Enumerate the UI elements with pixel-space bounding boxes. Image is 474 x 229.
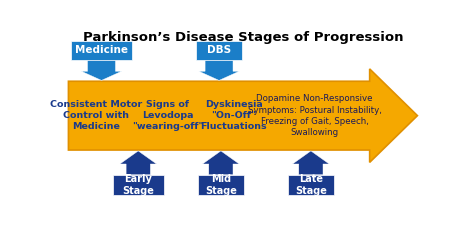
Polygon shape xyxy=(292,151,329,175)
Text: Signs of
Levodopa
"wearing-off": Signs of Levodopa "wearing-off" xyxy=(132,100,203,131)
Text: Dyskinesia
"On-Off"
Fluctuations: Dyskinesia "On-Off" Fluctuations xyxy=(201,100,267,131)
Text: Late
Stage: Late Stage xyxy=(295,174,327,196)
Polygon shape xyxy=(68,69,418,162)
Text: Mid
Stage: Mid Stage xyxy=(205,174,237,196)
FancyBboxPatch shape xyxy=(112,175,164,195)
Text: Consistent Motor
Control with
Medicine: Consistent Motor Control with Medicine xyxy=(50,100,142,131)
Polygon shape xyxy=(120,151,156,175)
Polygon shape xyxy=(199,60,239,80)
Text: Medicine: Medicine xyxy=(75,45,128,55)
Text: Parkinson’s Disease Stages of Progression: Parkinson’s Disease Stages of Progressio… xyxy=(82,31,403,44)
FancyBboxPatch shape xyxy=(71,41,132,60)
FancyBboxPatch shape xyxy=(198,175,244,195)
Text: Dopamine Non-Responsive
Symptoms: Postural Instability,
Freezing of Gait, Speech: Dopamine Non-Responsive Symptoms: Postur… xyxy=(247,95,382,137)
Text: Early
Stage: Early Stage xyxy=(122,174,154,196)
Polygon shape xyxy=(202,151,239,175)
Polygon shape xyxy=(82,60,122,80)
Text: DBS: DBS xyxy=(207,45,231,55)
FancyBboxPatch shape xyxy=(196,41,242,60)
FancyBboxPatch shape xyxy=(288,175,334,195)
